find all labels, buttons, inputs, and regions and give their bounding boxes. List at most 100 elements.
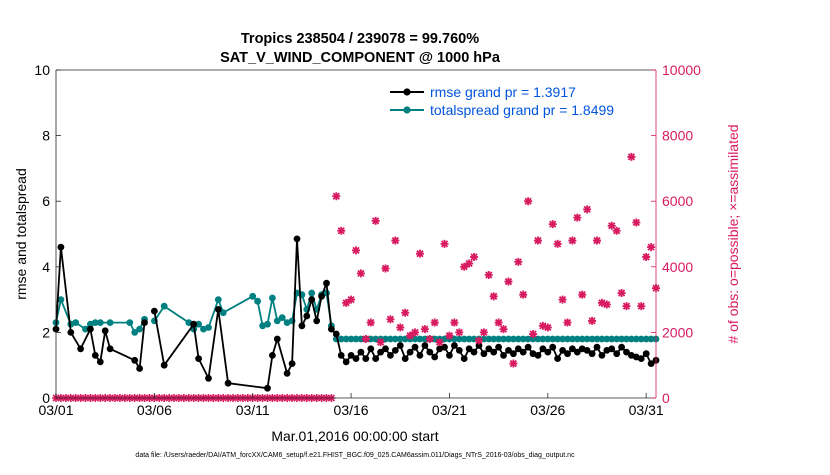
obs-count-marker [504,277,513,286]
obs-count-marker [381,264,390,273]
chart-title: Tropics 238504 / 239078 = 99.760% [241,31,479,47]
rmse-point [160,361,168,369]
totalspread-point [357,335,365,343]
rmse-point [549,343,557,351]
rmse-series [52,235,660,392]
totalspread-point [352,335,360,343]
rmse-point [205,374,212,382]
y-tick-label: 8 [42,128,50,144]
obs-count-marker [642,252,651,261]
totalspread-point [254,297,261,305]
rmse-point [357,348,365,356]
rmse-point [505,347,512,354]
rmse-point [288,360,296,367]
obs-count-marker [440,239,449,248]
rmse-point [151,307,158,315]
totalspread-point [91,319,99,326]
y-right-tick-label: 4000 [662,259,693,275]
obs-count-marker [627,152,636,161]
totalspread-point [416,335,424,343]
totalspread-point [628,335,635,343]
rmse-point [352,355,360,362]
totalspread-point [411,335,419,343]
obs-count-marker [548,220,557,229]
obs-count-marker [337,226,346,235]
rmse-point [411,343,419,351]
rmse-point [391,347,399,354]
totalspread-point [382,335,389,343]
totalspread-point [642,335,650,343]
rmse-point [372,355,380,362]
totalspread-point [608,335,616,343]
rmse-point [323,279,330,287]
rmse-point [318,292,325,300]
y-tick-label: 0 [42,390,50,406]
totalspread-point [460,335,468,343]
legend-marker-spread [403,106,411,114]
rmse-point [396,342,404,349]
obs-count-marker [455,328,464,337]
obs-count-marker [420,325,429,334]
totalspread-point [529,335,537,343]
totalspread-point [401,335,409,343]
totalspread-point [431,335,439,343]
rmse-point [57,243,65,251]
obs-count-marker [499,325,508,334]
rmse-point [367,345,375,353]
rmse-point [421,342,429,349]
totalspread-point [57,296,65,303]
obs-count-marker [514,257,523,266]
x-tick-label: 03/16 [334,402,369,418]
totalspread-point [510,335,517,343]
rmse-point [475,342,483,349]
y-right-tick-label: 10000 [662,62,701,78]
totalspread-point [514,335,522,343]
rmse-point [342,358,350,366]
rmse-point [524,343,532,351]
rmse-point [416,352,424,359]
totalspread-point [131,329,139,336]
totalspread-point [396,335,404,343]
totalspread-point [539,335,547,343]
y-axis-label-right: # of obs: o=possible; ×=assimilated [725,124,741,343]
rmse-point [446,352,453,359]
obs-count-marker [391,236,400,245]
rmse-point [623,348,630,356]
totalspread-point [451,335,458,343]
rmse-point [500,352,507,359]
rmse-point [136,365,144,372]
obs-count-marker [647,243,656,252]
rmse-point [141,319,148,326]
rmse-point [613,350,621,358]
obs-count-marker [533,236,542,245]
rmse-point [598,352,606,359]
obs-count-marker [430,318,439,327]
obs-count-marker [361,334,370,343]
obs-count-marker [568,236,577,245]
rmse-point [539,345,547,353]
rmse-point [460,355,468,362]
x-tick-label: 03/31 [629,402,664,418]
y-tick-label: 4 [42,259,50,275]
rmse-point [283,370,291,377]
totalspread-point [219,309,227,317]
obs-count-marker [583,205,592,214]
obs-count-marker [553,239,562,248]
obs-count-marker [494,318,503,327]
totalspread-point [618,335,625,343]
rmse-point [91,352,99,359]
rmse-point [588,350,596,358]
obs-count-marker [602,300,611,309]
totalspread-point [126,319,134,326]
totalspread-point [578,335,586,343]
obs-count-series [332,152,660,368]
totalspread-point [583,335,591,343]
rmse-point [308,296,316,303]
y-right-tick-label: 2000 [662,324,693,340]
rmse-point [470,348,478,356]
totalspread-point [249,292,257,300]
rmse-point [387,352,394,359]
totalspread-point [347,335,355,343]
totalspread-point [613,335,621,343]
